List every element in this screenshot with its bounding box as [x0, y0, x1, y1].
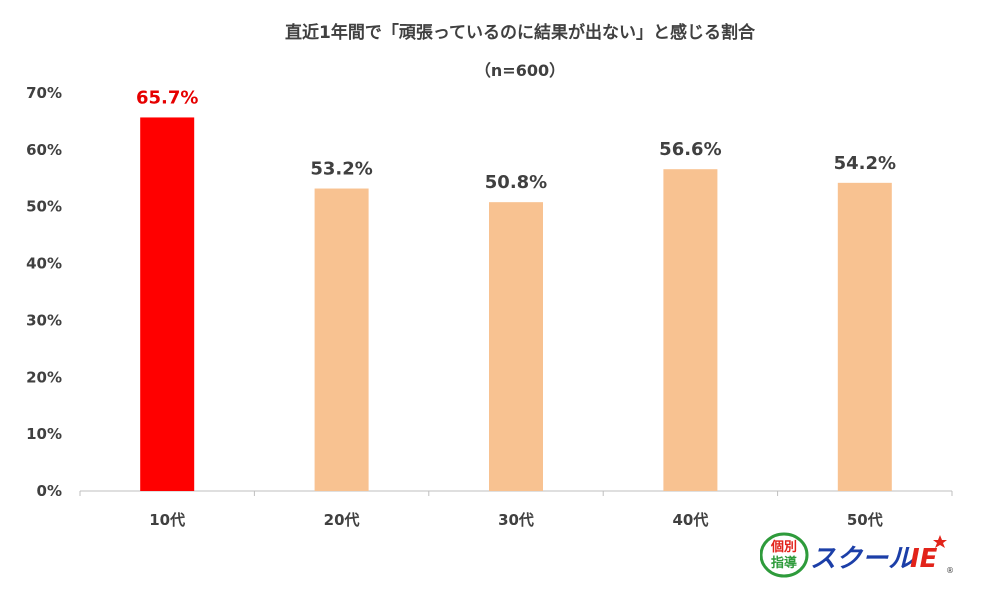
- chart-subtitle: （n=600）: [475, 61, 565, 80]
- data-label: 65.7%: [136, 87, 198, 108]
- bar-40代: [663, 169, 718, 491]
- y-tick-label: 60%: [26, 141, 62, 159]
- x-axis-tick-labels: 10代 20代 30代 40代 50代: [149, 511, 882, 529]
- logo-text-line1: 個別: [770, 539, 797, 555]
- y-tick-label: 10%: [26, 425, 62, 443]
- registered-mark: ®: [946, 566, 954, 575]
- x-tick-label: 30代: [498, 511, 534, 529]
- logo-brand-text: スクール: [810, 544, 916, 574]
- bar-10代: [140, 117, 195, 491]
- y-tick-label: 30%: [26, 311, 62, 329]
- kobetsu-shido-badge: 個別 指導: [760, 532, 809, 578]
- y-tick-label: 40%: [26, 255, 62, 273]
- y-tick-label: 20%: [26, 368, 62, 386]
- y-tick-label: 70%: [26, 84, 62, 102]
- y-tick-label: 50%: [26, 198, 62, 216]
- x-tick-label: 40代: [672, 511, 708, 529]
- bar-30代: [489, 202, 543, 491]
- brand-logo: 個別 指導 スクール IE ®: [760, 532, 954, 578]
- star-icon: [933, 535, 947, 548]
- bar-50代: [837, 182, 892, 491]
- x-tick-label: 50代: [847, 511, 883, 529]
- chart-title: 直近1年間で「頑張っているのに結果が出ない」と感じる割合: [285, 22, 756, 43]
- x-tick-label: 10代: [149, 511, 185, 529]
- data-labels: 65.7% 53.2% 50.8% 56.6% 54.2%: [136, 87, 896, 193]
- y-axis-tick-labels: 0% 10% 20% 30% 40% 50% 60% 70%: [26, 84, 62, 500]
- bars: [79, 117, 953, 496]
- x-tick-label: 20代: [324, 511, 360, 529]
- data-label: 53.2%: [310, 159, 372, 180]
- bar-20代: [314, 188, 369, 491]
- logo-text-line2: 指導: [771, 555, 797, 571]
- y-tick-label: 0%: [37, 482, 62, 500]
- logo-ie-text: IE: [910, 544, 938, 574]
- data-label: 50.8%: [485, 172, 547, 193]
- data-label: 54.2%: [834, 153, 896, 174]
- data-label: 56.6%: [659, 139, 721, 160]
